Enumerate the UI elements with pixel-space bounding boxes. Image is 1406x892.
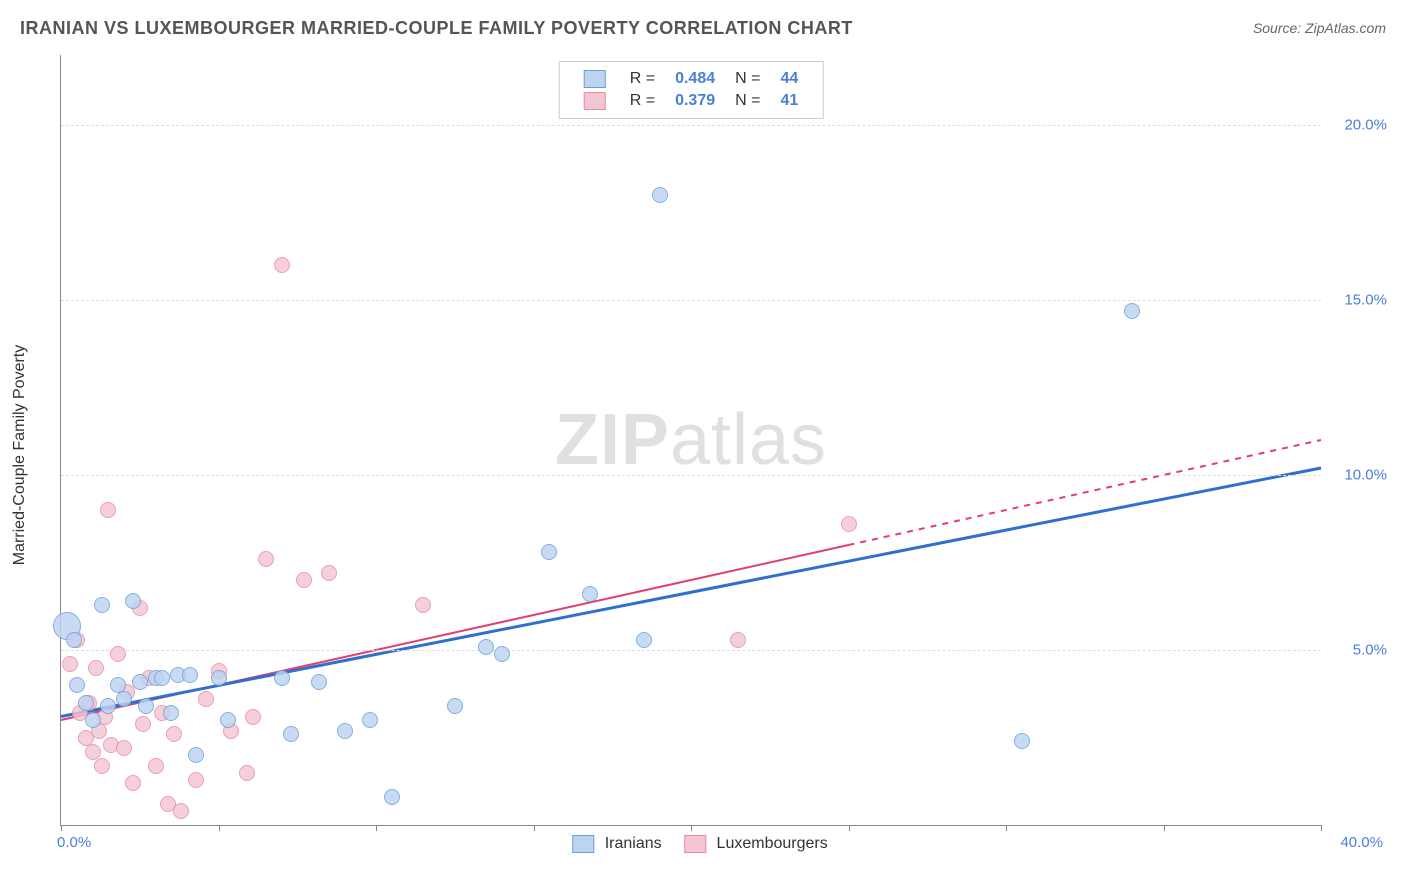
- legend-label-luxembourgers: Luxembourgers: [717, 835, 828, 852]
- x-axis-max-label: 40.0%: [1340, 834, 1383, 851]
- iranians-point: [188, 747, 204, 763]
- chart-area: Married-Couple Family Poverty ZIPatlas R…: [48, 55, 1386, 855]
- iranians-point: [541, 544, 557, 560]
- iranians-point: [132, 674, 148, 690]
- gridline: [61, 300, 1321, 301]
- iranians-point: [138, 698, 154, 714]
- luxembourgers-point: [730, 632, 746, 648]
- luxembourgers-point: [321, 565, 337, 581]
- x-tick: [1006, 825, 1007, 831]
- iranians-point: [478, 639, 494, 655]
- chart-title: IRANIAN VS LUXEMBOURGER MARRIED-COUPLE F…: [20, 18, 853, 38]
- legend-row-iranians: R = 0.484 N = 44: [574, 68, 809, 90]
- iranians-point: [362, 712, 378, 728]
- luxembourgers-point: [245, 709, 261, 725]
- x-tick: [376, 825, 377, 831]
- plot-region: ZIPatlas R = 0.484 N = 44 R = 0.379 N = …: [60, 55, 1321, 826]
- y-tick-label: 5.0%: [1353, 642, 1387, 659]
- iranians-point: [125, 593, 141, 609]
- iranians-point: [447, 698, 463, 714]
- gridline: [61, 650, 1321, 651]
- iranians-point: [1014, 733, 1030, 749]
- iranians-point: [69, 677, 85, 693]
- iranians-point: [78, 695, 94, 711]
- y-tick-label: 15.0%: [1344, 292, 1387, 309]
- iranians-point: [66, 632, 82, 648]
- x-tick: [219, 825, 220, 831]
- luxembourgers-point: [110, 646, 126, 662]
- luxembourgers-point: [198, 691, 214, 707]
- luxembourgers-point: [125, 775, 141, 791]
- swatch-luxembourgers-icon: [684, 835, 706, 853]
- x-tick: [1164, 825, 1165, 831]
- legend-label-iranians: Iranians: [605, 835, 662, 852]
- x-tick: [849, 825, 850, 831]
- iranians-point: [652, 187, 668, 203]
- x-tick: [534, 825, 535, 831]
- iranians-point: [1124, 303, 1140, 319]
- luxembourgers-point: [239, 765, 255, 781]
- luxembourgers-point: [166, 726, 182, 742]
- series-legend: Iranians Luxembourgers: [554, 835, 827, 853]
- luxembourgers-point: [135, 716, 151, 732]
- x-tick: [61, 825, 62, 831]
- iranians-point: [116, 691, 132, 707]
- iranians-point: [154, 670, 170, 686]
- correlation-legend: R = 0.484 N = 44 R = 0.379 N = 41: [559, 61, 824, 119]
- iranians-point: [182, 667, 198, 683]
- luxembourgers-point: [415, 597, 431, 613]
- luxembourgers-point: [62, 656, 78, 672]
- iranians-point: [337, 723, 353, 739]
- iranians-point: [100, 698, 116, 714]
- iranians-point: [85, 712, 101, 728]
- luxembourgers-point: [88, 660, 104, 676]
- y-axis-label: Married-Couple Family Poverty: [11, 345, 29, 566]
- iranians-point: [283, 726, 299, 742]
- luxembourgers-point: [116, 740, 132, 756]
- luxembourgers-point: [148, 758, 164, 774]
- iranians-point: [163, 705, 179, 721]
- iranians-point: [220, 712, 236, 728]
- y-tick-label: 10.0%: [1344, 467, 1387, 484]
- luxembourgers-point: [188, 772, 204, 788]
- luxembourgers-point: [94, 758, 110, 774]
- gridline: [61, 125, 1321, 126]
- luxembourgers-point: [841, 516, 857, 532]
- luxembourgers-point: [258, 551, 274, 567]
- swatch-iranians-icon: [584, 70, 606, 88]
- iranians-point: [274, 670, 290, 686]
- y-tick-label: 20.0%: [1344, 117, 1387, 134]
- gridline: [61, 475, 1321, 476]
- luxembourgers-point: [274, 257, 290, 273]
- legend-row-luxembourgers: R = 0.379 N = 41: [574, 90, 809, 112]
- swatch-iranians-icon: [572, 835, 594, 853]
- iranians-point: [94, 597, 110, 613]
- iranians-point: [211, 670, 227, 686]
- iranians-point: [311, 674, 327, 690]
- luxembourgers-point: [100, 502, 116, 518]
- iranians-point: [582, 586, 598, 602]
- x-axis-min-label: 0.0%: [57, 834, 91, 851]
- source-label: Source: ZipAtlas.com: [1253, 20, 1386, 36]
- x-tick: [691, 825, 692, 831]
- iranians-point: [494, 646, 510, 662]
- luxembourgers-point: [173, 803, 189, 819]
- swatch-luxembourgers-icon: [584, 92, 606, 110]
- iranians-point: [636, 632, 652, 648]
- x-tick: [1321, 825, 1322, 831]
- iranians-point: [384, 789, 400, 805]
- luxembourgers-point: [296, 572, 312, 588]
